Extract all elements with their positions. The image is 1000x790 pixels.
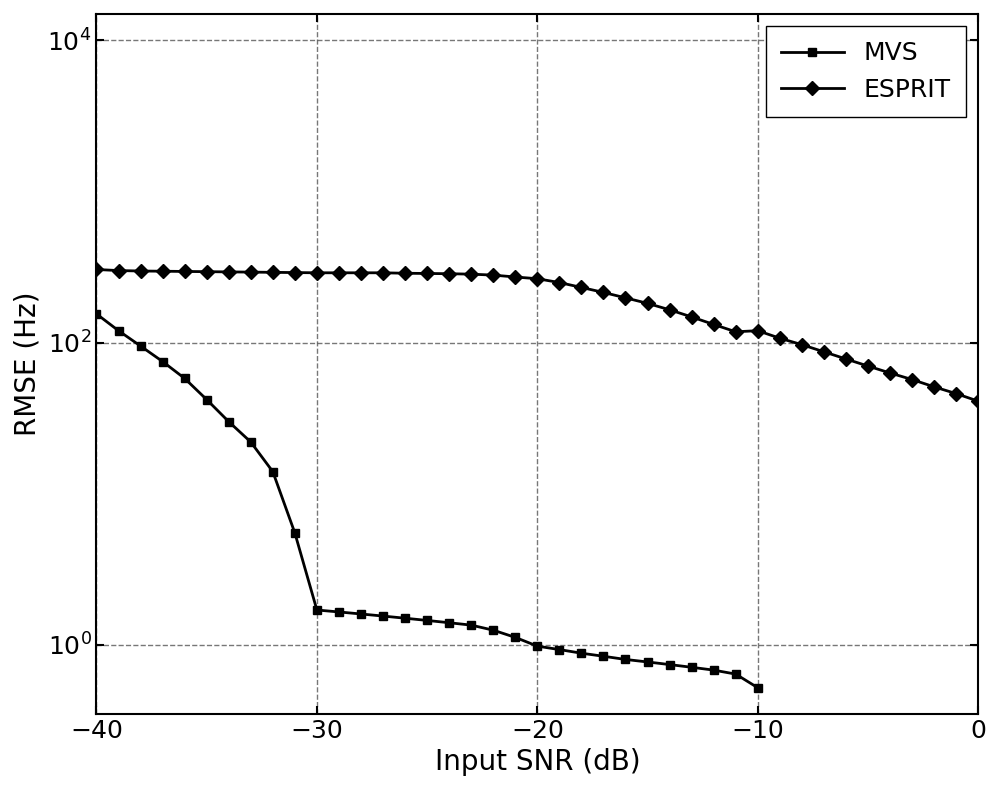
MVS: [267, 467, 279, 476]
ESPRIT: [752, 326, 764, 336]
ESPRIT: [377, 268, 389, 277]
ESPRIT: [487, 270, 499, 280]
MVS: [289, 529, 301, 538]
ESPRIT: [884, 368, 896, 378]
MVS: [509, 633, 521, 642]
ESPRIT: [906, 374, 918, 384]
ESPRIT: [840, 354, 852, 363]
ESPRIT: [686, 312, 698, 322]
ESPRIT: [531, 274, 543, 284]
MVS: [575, 649, 587, 658]
MVS: [664, 660, 676, 669]
ESPRIT: [399, 269, 411, 278]
Y-axis label: RMSE (Hz): RMSE (Hz): [14, 292, 42, 436]
MVS: [377, 611, 389, 621]
MVS: [686, 663, 698, 672]
Line: ESPRIT: ESPRIT: [92, 265, 983, 406]
MVS: [752, 683, 764, 693]
ESPRIT: [730, 327, 742, 337]
ESPRIT: [223, 267, 235, 276]
ESPRIT: [90, 265, 102, 274]
ESPRIT: [157, 266, 169, 276]
ESPRIT: [708, 320, 720, 329]
ESPRIT: [928, 382, 940, 392]
ESPRIT: [245, 267, 257, 276]
MVS: [223, 417, 235, 427]
MVS: [245, 437, 257, 446]
MVS: [597, 652, 609, 661]
MVS: [421, 615, 433, 625]
MVS: [642, 657, 654, 667]
ESPRIT: [201, 267, 213, 276]
ESPRIT: [862, 361, 874, 371]
X-axis label: Input SNR (dB): Input SNR (dB): [435, 748, 640, 776]
MVS: [201, 395, 213, 404]
ESPRIT: [355, 268, 367, 277]
ESPRIT: [267, 268, 279, 277]
ESPRIT: [421, 269, 433, 278]
ESPRIT: [289, 268, 301, 277]
MVS: [90, 309, 102, 318]
ESPRIT: [818, 347, 830, 356]
MVS: [443, 618, 455, 627]
MVS: [531, 641, 543, 651]
MVS: [135, 341, 147, 351]
ESPRIT: [597, 288, 609, 297]
MVS: [311, 605, 323, 615]
ESPRIT: [642, 299, 654, 308]
MVS: [333, 608, 345, 617]
ESPRIT: [311, 268, 323, 277]
ESPRIT: [333, 268, 345, 277]
MVS: [465, 620, 477, 630]
ESPRIT: [113, 265, 125, 275]
MVS: [157, 357, 169, 367]
ESPRIT: [135, 266, 147, 276]
ESPRIT: [179, 267, 191, 276]
MVS: [399, 614, 411, 623]
MVS: [355, 609, 367, 619]
ESPRIT: [443, 269, 455, 278]
ESPRIT: [664, 305, 676, 314]
ESPRIT: [972, 397, 984, 406]
ESPRIT: [465, 269, 477, 279]
MVS: [179, 374, 191, 383]
MVS: [553, 645, 565, 654]
ESPRIT: [796, 340, 808, 349]
ESPRIT: [575, 283, 587, 292]
MVS: [487, 626, 499, 635]
ESPRIT: [553, 278, 565, 288]
Legend: MVS, ESPRIT: MVS, ESPRIT: [766, 26, 966, 117]
Line: MVS: MVS: [92, 310, 762, 692]
ESPRIT: [509, 273, 521, 282]
ESPRIT: [619, 293, 631, 303]
MVS: [619, 655, 631, 664]
MVS: [113, 326, 125, 336]
ESPRIT: [950, 389, 962, 398]
MVS: [730, 669, 742, 679]
MVS: [708, 665, 720, 675]
ESPRIT: [774, 333, 786, 343]
